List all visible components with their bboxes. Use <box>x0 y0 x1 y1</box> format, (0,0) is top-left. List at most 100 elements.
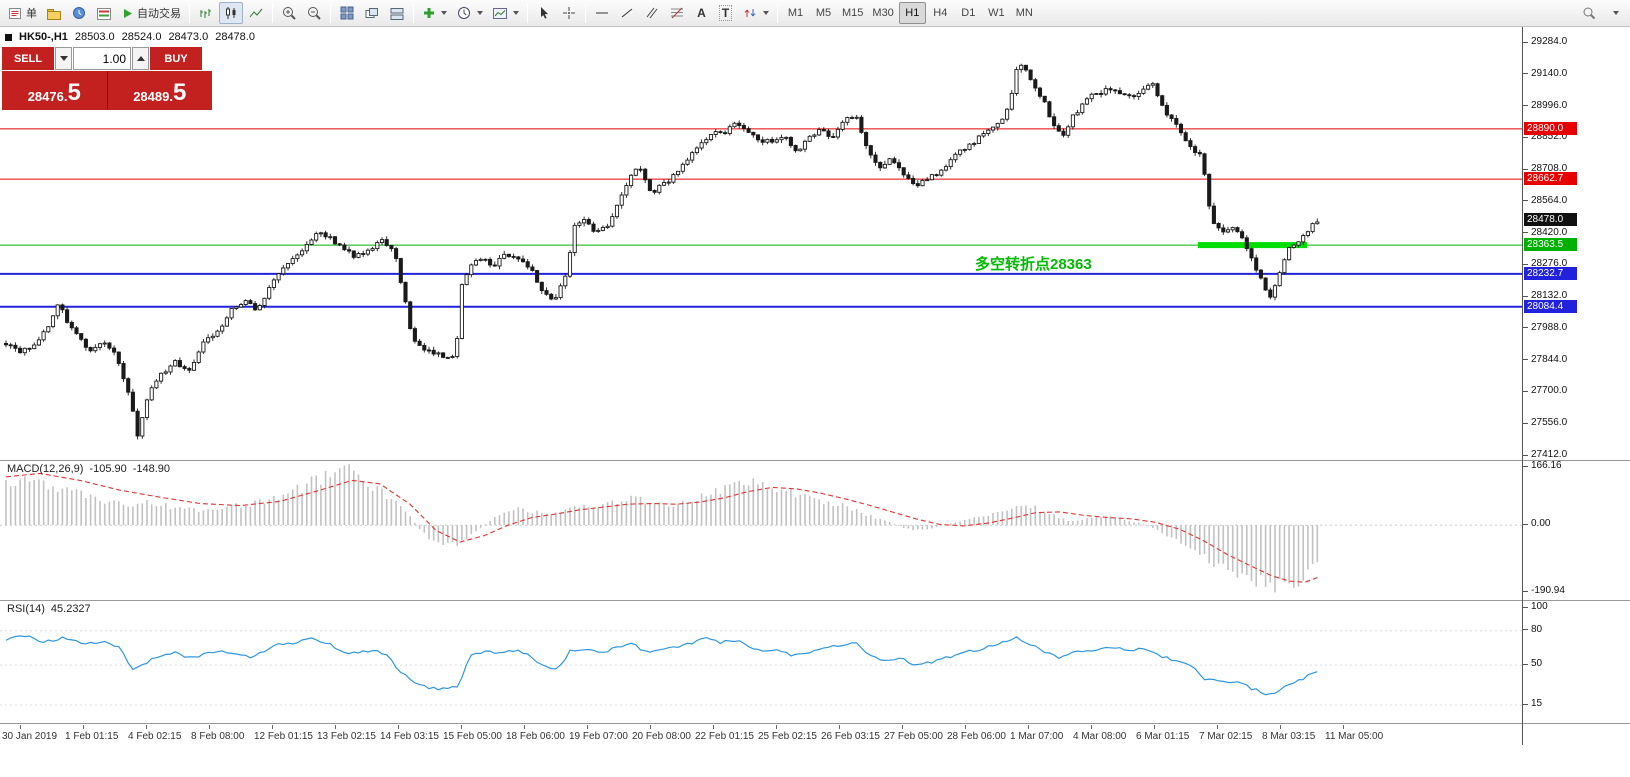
templates-button[interactable] <box>488 2 523 24</box>
buy-button[interactable]: BUY <box>150 47 202 70</box>
autotrading-play-icon <box>124 8 132 18</box>
rsi-indicator-chart[interactable] <box>0 600 1522 723</box>
price-axis[interactable]: 29284.0 29140.0 28996.0 28852.0 28708.0 28564… <box>1522 27 1630 745</box>
terminal-button[interactable] <box>92 2 116 24</box>
toolbar-separator <box>189 3 190 23</box>
chart-candles-button[interactable] <box>219 2 243 24</box>
template-icon <box>493 7 507 19</box>
timeframe-mn-button[interactable]: MN <box>1015 7 1033 19</box>
volume-step-down-button[interactable] <box>55 47 72 70</box>
time-axis-label: 8 Mar 03:15 <box>1262 731 1316 742</box>
trendline-tool-button[interactable] <box>615 2 639 24</box>
timeframe-h4-button[interactable]: H4 <box>933 7 948 19</box>
time-axis-label: 8 Feb 08:00 <box>191 731 245 742</box>
arrows-tool-button[interactable] <box>738 2 773 24</box>
price-level-tag: 28662.7 <box>1524 172 1577 186</box>
price-axis-tick <box>1523 136 1528 138</box>
price-axis-label: 28564.0 <box>1531 194 1568 206</box>
time-axis-label: 6 Mar 01:15 <box>1136 731 1190 742</box>
price-axis-label: 29284.0 <box>1531 36 1568 47</box>
time-axis-tick <box>965 725 966 729</box>
macd-axis-label: 0.00 <box>1531 518 1551 530</box>
price-axis-tick <box>1523 327 1528 329</box>
zoom-out-button[interactable] <box>302 2 326 24</box>
ohlc-close: 28478.0 <box>215 31 255 43</box>
triangle-up-icon <box>136 56 145 61</box>
time-axis-tick <box>776 725 777 729</box>
buy-price-button[interactable]: 28489. 5 <box>108 71 213 110</box>
time-axis-tick <box>839 725 840 729</box>
profiles-button[interactable] <box>42 2 66 24</box>
cursor-button[interactable] <box>532 2 556 24</box>
time-axis-tick <box>209 725 210 729</box>
macd-label: MACD(12,26,9) -105.90 -148.90 <box>7 463 170 475</box>
sell-price-big-digit: 5 <box>67 79 81 106</box>
channel-tool-button[interactable] <box>640 2 664 24</box>
time-axis-tick <box>1028 725 1029 729</box>
panel-separator <box>1523 460 1630 461</box>
cursor-icon <box>541 7 548 19</box>
price-axis-label: 28996.0 <box>1531 99 1568 111</box>
price-axis-tick <box>1523 73 1528 75</box>
price-axis-tick <box>1523 105 1528 107</box>
triangle-down-icon <box>59 56 68 61</box>
time-axis-label: 26 Feb 03:15 <box>821 731 880 742</box>
chart-annotation: 多空转折点28363 <box>975 255 1092 273</box>
crosshair-button[interactable] <box>557 2 581 24</box>
zoom-in-button[interactable] <box>277 2 301 24</box>
trendline-icon <box>621 8 633 18</box>
sell-button[interactable]: SELL <box>2 47 54 70</box>
time-axis-label: 7 Mar 02:15 <box>1199 731 1253 742</box>
dropdown-caret-icon <box>477 11 483 15</box>
volume-input[interactable] <box>73 47 131 70</box>
arrange-windows-button[interactable] <box>385 2 409 24</box>
chart-line-button[interactable] <box>244 2 268 24</box>
toolbar-separator <box>330 3 331 23</box>
time-axis-label: 11 Mar 05:00 <box>1325 731 1384 742</box>
sell-price-button[interactable]: 28476. 5 <box>2 71 107 110</box>
price-axis-label: 28132.0 <box>1531 290 1568 302</box>
timeframe-m1-button[interactable]: M1 <box>787 7 804 19</box>
rsi-axis-tick <box>1523 703 1528 705</box>
horizontal-line-icon <box>596 12 608 14</box>
toolbar-separator <box>585 3 586 23</box>
panel-separator <box>1523 723 1630 724</box>
label-tool-button[interactable]: T <box>714 2 737 24</box>
time-axis-label: 4 Feb 02:15 <box>128 731 182 742</box>
timeframe-w1-button[interactable]: W1 <box>988 7 1005 19</box>
timeframe-d1-button[interactable]: D1 <box>961 7 976 19</box>
time-axis[interactable]: 30 Jan 2019 1 Feb 01:15 4 Feb 02:15 8 Feb 0… <box>0 723 1522 745</box>
price-chart[interactable]: 多空转折点28363 <box>0 27 1522 460</box>
text-tool-button[interactable]: A <box>690 2 713 24</box>
timeframe-m5-button[interactable]: M5 <box>815 7 832 19</box>
candlestick-chart-icon <box>226 7 236 19</box>
rsi-axis-label: 80 <box>1531 623 1543 635</box>
new-order-button[interactable]: 单 <box>4 2 41 24</box>
clock-icon <box>458 7 470 19</box>
tile-windows-button[interactable] <box>335 2 359 24</box>
time-axis-tick <box>335 725 336 729</box>
market-watch-button[interactable] <box>67 2 91 24</box>
periods-button[interactable] <box>452 2 487 24</box>
add-indicator-button[interactable] <box>418 2 451 24</box>
price-axis-tick <box>1523 295 1528 297</box>
toolbar-options-button[interactable] <box>1603 2 1626 24</box>
timeframe-m15-button[interactable]: M15 <box>842 7 864 19</box>
timeframe-h1-button[interactable]: H1 <box>898 2 926 24</box>
cascade-windows-button[interactable] <box>360 2 384 24</box>
price-axis-tick <box>1523 454 1528 456</box>
autotrading-button[interactable]: 自动交易 <box>117 2 185 24</box>
search-button[interactable] <box>1577 2 1601 24</box>
price-level-tag: 28890.0 <box>1524 121 1577 135</box>
price-axis-tick <box>1523 41 1528 43</box>
fibonacci-icon <box>671 7 683 19</box>
rsi-axis-label: 50 <box>1531 658 1543 670</box>
volume-step-up-button[interactable] <box>132 47 149 70</box>
timeframe-m30-button[interactable]: M30 <box>872 7 894 19</box>
channel-icon <box>646 7 658 19</box>
horizontal-line-tool-button[interactable] <box>590 2 614 24</box>
macd-indicator-chart[interactable] <box>0 460 1522 600</box>
rsi-name: RSI(14) <box>7 603 45 615</box>
fibonacci-tool-button[interactable] <box>665 2 689 24</box>
chart-bars-button[interactable] <box>194 2 218 24</box>
